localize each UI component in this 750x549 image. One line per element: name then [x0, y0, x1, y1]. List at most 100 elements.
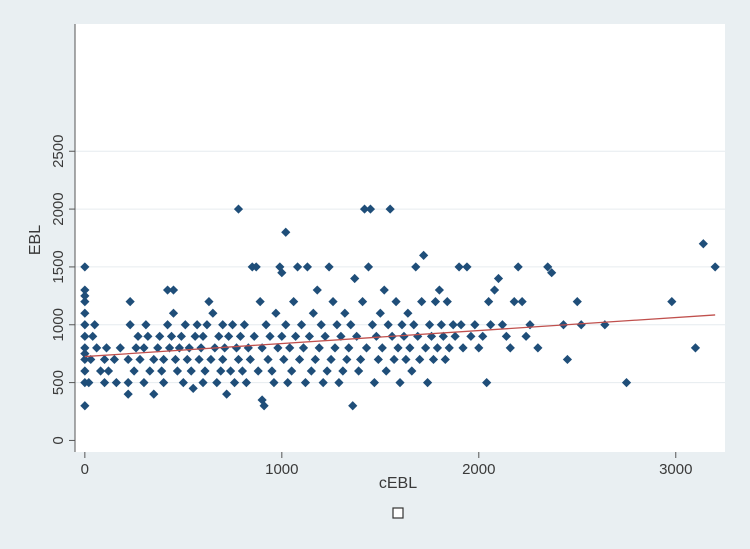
- y-tick-label-2: 1000: [50, 308, 67, 341]
- data-point-185: [419, 250, 429, 260]
- data-point-206: [470, 320, 480, 330]
- data-point-32: [131, 343, 141, 353]
- data-point-78: [218, 320, 228, 330]
- data-point-25: [115, 343, 125, 353]
- data-point-133: [316, 320, 326, 330]
- data-point-214: [497, 320, 508, 330]
- data-point-40: [149, 354, 159, 365]
- data-point-228: [576, 320, 586, 330]
- data-point-103: [261, 320, 271, 330]
- data-point-16: [90, 320, 100, 330]
- data-point-157: [363, 262, 374, 272]
- data-point-207: [474, 343, 484, 353]
- data-point-54: [172, 366, 183, 376]
- data-point-33: [133, 331, 143, 341]
- data-point-0: [80, 401, 90, 411]
- data-point-227: [572, 297, 582, 307]
- data-point-172: [393, 343, 403, 353]
- data-point-226: [562, 354, 573, 365]
- data-point-147: [344, 343, 354, 353]
- data-point-89: [235, 331, 246, 341]
- data-point-85: [229, 377, 240, 388]
- data-point-121: [292, 262, 303, 272]
- y-tick-label-0: 0: [50, 436, 67, 444]
- x-tick-label-3: 3000: [659, 461, 692, 478]
- data-point-29: [125, 320, 135, 330]
- data-point-120: [291, 331, 301, 341]
- data-point-11: [80, 285, 90, 295]
- data-point-124: [298, 343, 309, 353]
- data-point-197: [442, 297, 452, 307]
- data-point-165: [379, 285, 389, 295]
- data-point-163: [375, 308, 385, 318]
- data-point-14: [86, 354, 96, 365]
- data-point-193: [434, 285, 444, 295]
- data-point-230: [621, 377, 632, 388]
- data-point-130: [310, 354, 320, 365]
- data-point-88: [233, 354, 244, 365]
- data-point-7: [80, 320, 90, 330]
- data-point-108: [271, 308, 281, 318]
- data-point-92: [241, 377, 251, 388]
- data-point-35: [139, 377, 149, 388]
- data-point-59: [182, 354, 192, 365]
- data-point-156: [361, 343, 372, 353]
- data-point-105: [265, 331, 275, 341]
- x-axis: 0 1000 2000 3000: [81, 452, 692, 478]
- data-point-15: [88, 331, 98, 341]
- data-point-132: [314, 343, 324, 353]
- data-point-149: [348, 401, 358, 411]
- data-point-91: [239, 320, 249, 330]
- data-point-176: [401, 354, 411, 365]
- data-point-221: [525, 320, 535, 330]
- data-point-202: [456, 320, 466, 330]
- data-point-182: [413, 331, 423, 341]
- data-point-50: [166, 331, 177, 341]
- data-point-47: [162, 320, 173, 330]
- data-point-138: [326, 354, 336, 365]
- data-point-151: [352, 331, 362, 341]
- data-point-12: [80, 262, 90, 272]
- data-point-231: [667, 297, 677, 307]
- data-point-93: [243, 343, 253, 353]
- y-axis: 0 500 1000 1500 2000 2500: [50, 135, 75, 445]
- data-point-34: [135, 354, 145, 365]
- data-point-131: [312, 285, 322, 295]
- data-point-137: [324, 262, 334, 272]
- data-point-52: [168, 308, 179, 318]
- data-point-125: [300, 377, 311, 388]
- data-point-58: [180, 320, 190, 330]
- data-point-144: [338, 366, 348, 376]
- data-point-114: [281, 227, 291, 237]
- x-tick-label-2: 2000: [462, 461, 495, 478]
- data-point-170: [389, 354, 399, 365]
- data-point-194: [436, 320, 446, 330]
- data-point-24: [111, 377, 121, 388]
- data-point-3: [80, 354, 90, 365]
- data-point-164: [377, 343, 387, 353]
- data-point-140: [330, 343, 340, 353]
- data-point-211: [486, 320, 496, 330]
- data-point-115: [281, 320, 291, 330]
- data-point-22: [103, 366, 114, 376]
- data-point-39: [145, 366, 155, 376]
- data-point-158: [365, 204, 376, 214]
- data-point-104: [263, 354, 273, 365]
- data-point-45: [159, 377, 169, 388]
- data-point-143: [336, 331, 346, 341]
- data-point-150: [350, 273, 360, 284]
- data-point-167: [383, 320, 393, 330]
- data-point-173: [395, 377, 405, 388]
- data-point-27: [123, 377, 133, 388]
- data-point-77: [216, 366, 226, 376]
- data-point-51: [168, 285, 179, 295]
- x-tick-label-1: 1000: [265, 461, 298, 478]
- data-point-26: [123, 389, 133, 399]
- data-point-76: [214, 331, 224, 341]
- data-point-141: [332, 320, 342, 330]
- data-point-219: [517, 297, 527, 307]
- data-point-98: [253, 366, 263, 376]
- data-point-201: [454, 262, 464, 272]
